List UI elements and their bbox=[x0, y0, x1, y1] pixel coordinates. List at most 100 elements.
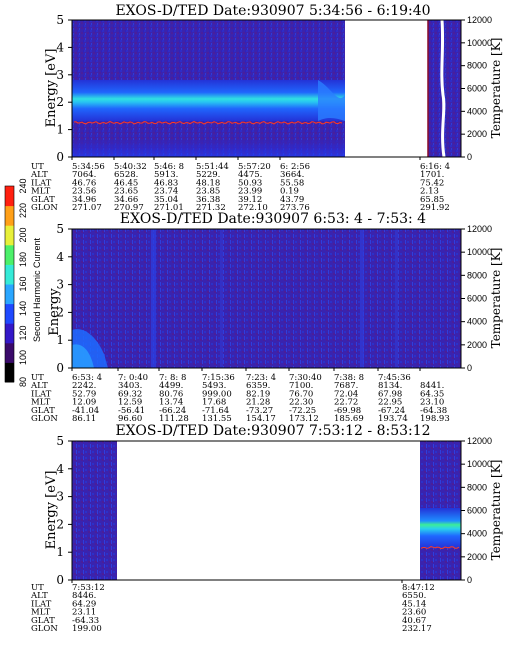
colorbar-ticks: 80 100 120 140 160 180 200 220 240 bbox=[18, 178, 28, 387]
orbit-cell: 40.67 bbox=[402, 616, 426, 626]
orbit-cell: 271.01 bbox=[154, 203, 184, 213]
y-tick-label: 2 bbox=[56, 305, 64, 319]
colorbar-tick-label: 120 bbox=[18, 325, 28, 340]
y2-tick-label: 2000 bbox=[467, 129, 487, 139]
orbit-cell: 46.76 bbox=[72, 178, 96, 188]
orbit-cell: 7:53:12 bbox=[72, 583, 105, 593]
orbit-cell: 198.93 bbox=[420, 414, 450, 424]
y-tick-label: 1 bbox=[56, 545, 64, 559]
orbit-row-label: UT bbox=[31, 373, 44, 383]
orbit-cell: 193.74 bbox=[378, 414, 408, 424]
panel-2-y2-label: Temperature [K] bbox=[489, 248, 503, 349]
y2-tick-label: 2000 bbox=[467, 552, 487, 562]
colorbar-tick-label: 200 bbox=[18, 227, 28, 242]
y2-tick-label: 4000 bbox=[467, 106, 487, 116]
orbit-cell: 50.93 bbox=[238, 178, 262, 188]
orbit-row-label: ALT bbox=[30, 591, 48, 601]
colorbar-swatch bbox=[5, 244, 14, 265]
y-tick-label: 4 bbox=[56, 462, 64, 476]
colorbar-swatch bbox=[5, 225, 14, 246]
orbit-cell: 82.19 bbox=[246, 389, 270, 399]
orbit-cell: 6:16: 4 bbox=[420, 162, 450, 172]
panel-3-y-label: Energy [eV] bbox=[44, 471, 59, 550]
orbit-cell: 22.30 bbox=[289, 398, 313, 408]
orbit-cell: -41.04 bbox=[72, 406, 99, 416]
orbit-cell: 6359. bbox=[246, 381, 270, 391]
orbit-cell: 80.76 bbox=[159, 389, 183, 399]
orbit-cell: 2.13 bbox=[420, 187, 439, 197]
y2-tick-label: 0 bbox=[467, 152, 472, 162]
panel-3-temperature-trace bbox=[420, 546, 460, 550]
panel-1-band-tail bbox=[318, 80, 345, 121]
colorbar-label: Second Harmonic Current bbox=[32, 237, 42, 342]
y2-tick-label: 8000 bbox=[467, 270, 487, 280]
y-tick-label: 1 bbox=[56, 123, 64, 137]
orbit-cell: 7:45:36 bbox=[378, 373, 411, 383]
orbit-row-label: ALT bbox=[30, 170, 48, 180]
panel-3-heatmap bbox=[71, 440, 462, 581]
panel-1-temperature-trace bbox=[73, 120, 343, 125]
y2-tick-label: 4000 bbox=[467, 317, 487, 327]
panel-1-energy-band bbox=[72, 80, 345, 121]
orbit-row-label: MLT bbox=[31, 398, 51, 408]
y-tick-label: 4 bbox=[56, 250, 64, 264]
orbit-cell: 7: 8: 8 bbox=[159, 373, 186, 383]
colorbar-swatch bbox=[5, 323, 14, 344]
panel-3-left-segment bbox=[72, 441, 117, 580]
panel-2-low-energy-core bbox=[72, 344, 94, 368]
orbit-row-label: UT bbox=[31, 583, 44, 593]
orbit-cell: 36.38 bbox=[196, 195, 220, 205]
colorbar-swatch bbox=[5, 205, 14, 226]
panel-3-background bbox=[72, 441, 461, 580]
orbit-cell: 3403. bbox=[118, 381, 142, 391]
orbit-cell: 23.85 bbox=[196, 187, 220, 197]
orbit-cell: -73.27 bbox=[246, 406, 273, 416]
orbit-cell: 43.79 bbox=[280, 195, 304, 205]
y-tick-label: 2 bbox=[56, 517, 64, 531]
orbit-cell: 64.35 bbox=[420, 389, 444, 399]
orbit-cell: 23.56 bbox=[72, 187, 96, 197]
orbit-cell: 34.66 bbox=[114, 195, 138, 205]
orbit-row-label: ILAT bbox=[31, 599, 52, 609]
orbit-cell: 23.65 bbox=[114, 187, 138, 197]
panel-2-y2-axis: 0 2000 4000 6000 8000 10000 12000 bbox=[461, 224, 492, 373]
y-tick-label: 0 bbox=[56, 573, 64, 587]
y-tick-label: 0 bbox=[56, 361, 64, 375]
orbit-row-label: MLT bbox=[31, 608, 51, 618]
orbit-cell: 35.04 bbox=[154, 195, 178, 205]
orbit-row-label: UT bbox=[31, 162, 44, 172]
panel-3-title: EXOS-D/TED Date:930907 7:53:12 - 8:53:12 bbox=[115, 423, 430, 439]
y2-tick-label: 10000 bbox=[467, 38, 492, 48]
colorbar-tick-label: 220 bbox=[18, 203, 28, 218]
y-tick-label: 1 bbox=[56, 333, 64, 347]
orbit-cell: 12.09 bbox=[72, 398, 96, 408]
panel-2-title: EXOS-D/TED Date:930907 6:53: 4 - 7:53: 4 bbox=[120, 211, 426, 227]
orbit-cell: 7:15:36 bbox=[202, 373, 235, 383]
colorbar-tick-label: 240 bbox=[18, 178, 28, 193]
panel-1-right-segment bbox=[428, 20, 461, 157]
orbit-cell: 4499. bbox=[159, 381, 183, 391]
orbit-row-label: ILAT bbox=[31, 178, 52, 188]
y2-tick-label: 10000 bbox=[467, 247, 492, 257]
orbit-cell: 8134. bbox=[378, 381, 402, 391]
orbit-cell: 76.70 bbox=[289, 389, 313, 399]
panel-2: EXOS-D/TED Date:930907 6:53: 4 - 7:53: 4… bbox=[30, 211, 503, 424]
panel-1-low-energy bbox=[72, 140, 345, 157]
colorbar-swatch bbox=[5, 186, 14, 207]
orbit-cell: 23.74 bbox=[154, 187, 178, 197]
orbit-cell: 69.32 bbox=[118, 389, 142, 399]
orbit-cell: 271.07 bbox=[72, 203, 102, 213]
panel-1-title: EXOS-D/TED Date:930907 5:34:56 - 6:19:40 bbox=[115, 3, 430, 19]
orbit-cell: 6: 2:56 bbox=[280, 162, 310, 172]
y2-tick-label: 12000 bbox=[467, 224, 492, 234]
orbit-cell: 5229. bbox=[196, 170, 220, 180]
orbit-row-label: GLON bbox=[31, 624, 58, 634]
orbit-cell: 7100. bbox=[289, 381, 313, 391]
panel-3-y2-label: Temperature [K] bbox=[489, 460, 503, 561]
orbit-cell: 199.00 bbox=[72, 624, 102, 634]
orbit-cell: 7:30:40 bbox=[289, 373, 322, 383]
orbit-row-label: ALT bbox=[30, 381, 48, 391]
panel-3: EXOS-D/TED Date:930907 7:53:12 - 8:53:12… bbox=[30, 423, 503, 634]
orbit-cell: 5:40:32 bbox=[114, 162, 147, 172]
